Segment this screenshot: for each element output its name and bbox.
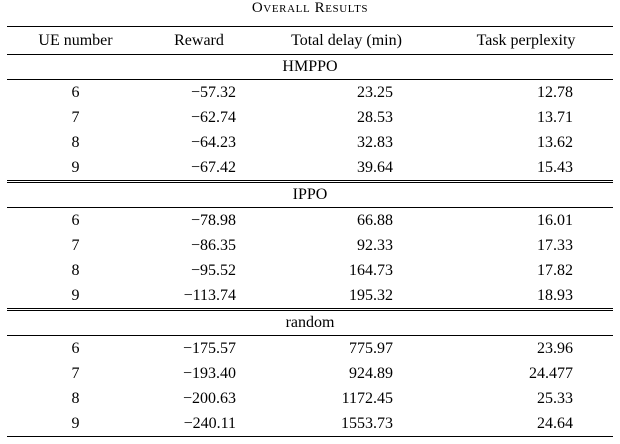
- table-row: 7 −86.35 92.33 17.33: [7, 233, 613, 258]
- table-cell: 8: [71, 389, 80, 407]
- table-cell: 6: [71, 83, 80, 101]
- table-row: 6 −57.32 23.25 12.78: [7, 80, 613, 106]
- table-cell: 25.33: [537, 389, 573, 407]
- table-cell: −57.32: [190, 83, 236, 101]
- table-row: 6 −175.57 775.97 23.96: [7, 336, 613, 362]
- table-cell: 6: [71, 339, 80, 357]
- table-row: 7 −62.74 28.53 13.71: [7, 105, 613, 130]
- table-row: 7 −193.40 924.89 24.477: [7, 361, 613, 386]
- section-row: HMPPO: [7, 54, 613, 81]
- table-row: 8 −64.23 32.83 13.62: [7, 130, 613, 155]
- table-row: 9 −67.42 39.64 15.43: [7, 155, 613, 182]
- table-cell: 23.25: [357, 83, 393, 101]
- table-row: 9 −240.11 1553.73 24.64: [7, 411, 613, 437]
- table-cell: 16.01: [537, 211, 573, 229]
- table-cell: −86.35: [190, 236, 236, 254]
- table-cell: −175.57: [182, 339, 236, 357]
- table-cell: 924.89: [349, 364, 393, 382]
- table-cell: −200.63: [182, 389, 236, 407]
- header-total-delay: Total delay (min): [254, 26, 439, 56]
- table-cell: 8: [71, 133, 80, 151]
- table-cell: −95.52: [190, 261, 236, 279]
- table-cell: 15.43: [537, 158, 573, 176]
- table-cell: 6: [71, 211, 80, 229]
- table-row: 8 −95.52 164.73 17.82: [7, 258, 613, 283]
- table-cell: 24.477: [529, 364, 573, 382]
- section-row: IPPO: [7, 180, 613, 209]
- table-cell: 32.83: [357, 133, 393, 151]
- table-cell: 7: [71, 364, 80, 382]
- table-row: 9 −113.74 195.32 18.93: [7, 283, 613, 310]
- table-cell: 9: [71, 158, 80, 176]
- section-row: random: [7, 308, 613, 337]
- table-row: 8 −200.63 1172.45 25.33: [7, 386, 613, 411]
- table-cell: 9: [71, 286, 80, 304]
- table-cell: 7: [71, 236, 80, 254]
- table-cell: 7: [71, 108, 80, 126]
- table-cell: 92.33: [357, 236, 393, 254]
- table-cell: 195.32: [349, 286, 393, 304]
- table-cell: −193.40: [182, 364, 236, 382]
- table-cell: 24.64: [537, 414, 573, 432]
- table-cell: 775.97: [349, 339, 393, 357]
- table-cell: 164.73: [349, 261, 393, 279]
- table-cell: −78.98: [190, 211, 236, 229]
- table-cell: 17.82: [537, 261, 573, 279]
- section-label: random: [7, 308, 613, 337]
- table-cell: 13.71: [537, 108, 573, 126]
- table-cell: −62.74: [190, 108, 236, 126]
- table-cell: 23.96: [537, 339, 573, 357]
- table-cell: 17.33: [537, 236, 573, 254]
- results-table: UE number Reward Total delay (min) Task …: [7, 26, 613, 438]
- table-cell: 39.64: [357, 158, 393, 176]
- table-cell: −240.11: [183, 414, 236, 432]
- table-cell: 8: [71, 261, 80, 279]
- header-ue-number: UE number: [7, 26, 144, 56]
- table-body: HMPPO 6 −57.32 23.25 12.78 7 −62.74 28.53 13.71 8…: [7, 54, 613, 437]
- table-cell: 18.93: [537, 286, 573, 304]
- table-cell: 12.78: [537, 83, 573, 101]
- table-cell: −67.42: [190, 158, 236, 176]
- header-task-perplexity: Task perplexity: [439, 26, 613, 56]
- table-caption: Overall Results: [251, 0, 369, 16]
- table-cell: 13.62: [537, 133, 573, 151]
- table-cell: 28.53: [357, 108, 393, 126]
- section-label: IPPO: [7, 180, 613, 209]
- table-cell: −64.23: [190, 133, 236, 151]
- table-cell: 1172.45: [341, 389, 393, 407]
- table-cell: −113.74: [183, 286, 236, 304]
- table-cell: 9: [71, 414, 80, 432]
- header-row: UE number Reward Total delay (min) Task …: [7, 26, 613, 56]
- section-label: HMPPO: [7, 54, 613, 81]
- table-cell: 66.88: [357, 211, 393, 229]
- table-cell: 1553.73: [341, 414, 393, 432]
- header-reward: Reward: [144, 26, 254, 56]
- table-row: 6 −78.98 66.88 16.01: [7, 208, 613, 234]
